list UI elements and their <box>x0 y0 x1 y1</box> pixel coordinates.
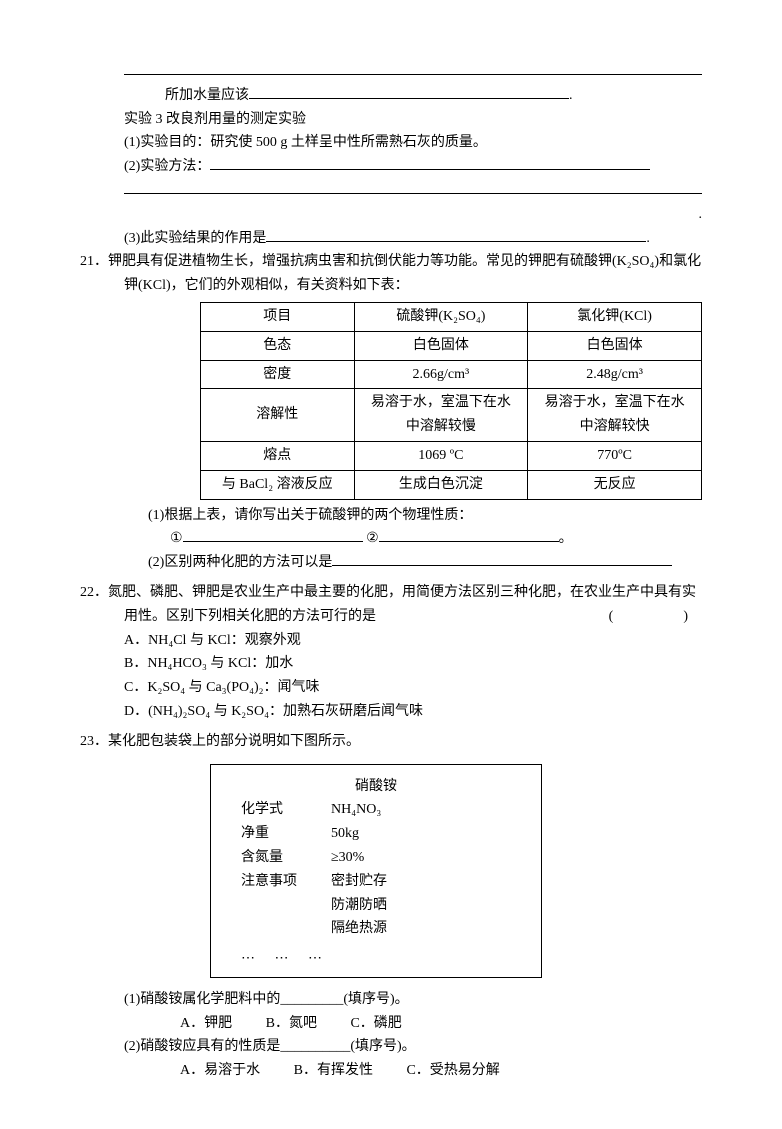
box-title: 硝酸铵 <box>241 775 511 799</box>
table-cell: 生成白色沉淀 <box>354 470 528 499</box>
q22-option-a[interactable]: A．NH₄Cl 与 KCl：观察外观 <box>80 629 702 653</box>
q22-option-d[interactable]: D．(NH₄)₂SO₄ 与 K₂SO₄：加熟石灰研磨后闻气味 <box>80 700 702 724</box>
table-cell: 色态 <box>201 331 355 360</box>
table-cell: 白色固体 <box>354 331 528 360</box>
q21-sub1a: ① <box>170 531 183 546</box>
table-cell: 溶解性 <box>201 389 355 442</box>
table-header: 硫酸钾(K₂SO₄) <box>354 302 528 331</box>
box-value: ≥30% <box>331 846 511 870</box>
exp3-result-label: (3)此实验结果的作用是 <box>124 231 266 246</box>
exp3-result-blank[interactable] <box>266 227 646 242</box>
q23-sub2-options: A．易溶于水 B．有挥发性 C．受热易分解 <box>80 1059 702 1083</box>
q22-option-c[interactable]: C．K₂SO₄ 与 Ca₃(PO₄)₂：闻气味 <box>80 676 702 700</box>
q21-number: 21． <box>80 254 108 269</box>
q23-number: 23． <box>80 734 108 749</box>
q23-2-option-a[interactable]: A．易溶于水 <box>180 1059 260 1083</box>
box-value: 50kg <box>331 822 511 846</box>
q23-sub1: (1)硝酸铵属化学肥料中的_________(填序号)。 <box>80 988 702 1012</box>
q23-sub2: (2)硝酸铵应具有的性质是__________(填序号)。 <box>80 1035 702 1059</box>
q23-label-box: 硝酸铵 化学式NH₄NO₃ 净重50kg 含氮量≥30% 注意事项密封贮存 防潮… <box>210 764 542 978</box>
table-cell: 易溶于水，室温下在水中溶解较快 <box>528 389 702 442</box>
q21-blank3[interactable] <box>332 551 672 566</box>
table-header: 氯化钾(KCl) <box>528 302 702 331</box>
continuation-block: 所加水量应该. 实验 3 改良剂用量的测定实验 (1)实验目的：研究使 500 … <box>80 60 702 250</box>
box-value: 隔绝热源 <box>331 917 511 941</box>
q21-sub1b: ② <box>366 531 379 546</box>
q21-table: 项目 硫酸钾(K₂SO₄) 氯化钾(KCl) 色态白色固体白色固体 密度2.66… <box>200 302 702 500</box>
table-cell: 密度 <box>201 360 355 389</box>
exp3-method-blank[interactable] <box>210 155 650 170</box>
box-value: 密封贮存 <box>331 870 511 894</box>
q23-2-option-b[interactable]: B．有挥发性 <box>294 1059 373 1083</box>
box-label: 含氮量 <box>241 846 331 870</box>
table-cell: 易溶于水，室温下在水中溶解较慢 <box>354 389 528 442</box>
box-label: 化学式 <box>241 798 331 822</box>
box-value: 防潮防晒 <box>331 894 511 918</box>
exp3-purpose: (1)实验目的：研究使 500 g 土样呈中性所需熟石灰的质量。 <box>80 131 702 155</box>
table-cell: 770ºC <box>528 441 702 470</box>
table-cell: 白色固体 <box>528 331 702 360</box>
box-label: 注意事项 <box>241 870 331 894</box>
q23-stem: 某化肥包装袋上的部分说明如下图所示。 <box>108 734 360 749</box>
q21-blank2[interactable] <box>379 527 559 542</box>
q22-number: 22． <box>80 585 108 600</box>
q22-paren[interactable]: ( ) <box>653 605 702 629</box>
q23-1-option-b[interactable]: B．氮吧 <box>266 1012 317 1036</box>
q21-sub2: (2)区别两种化肥的方法可以是 <box>148 555 332 570</box>
q23-1-option-a[interactable]: A．钾肥 <box>180 1012 232 1036</box>
box-label <box>241 917 331 941</box>
question-23: 23．某化肥包装袋上的部分说明如下图所示。 硝酸铵 化学式NH₄NO₃ 净重50… <box>80 730 702 1083</box>
table-cell: 与 BaCl₂ 溶液反应 <box>201 470 355 499</box>
table-cell: 熔点 <box>201 441 355 470</box>
box-label: 净重 <box>241 822 331 846</box>
box-dots: ⋯ ⋯ ⋯ <box>241 947 511 971</box>
q23-2-option-c[interactable]: C．受热易分解 <box>406 1059 499 1083</box>
exp3-title: 实验 3 改良剂用量的测定实验 <box>80 108 702 132</box>
q21-sub1: (1)根据上表，请你写出关于硫酸钾的两个物理性质： <box>80 504 702 528</box>
exp3-method-label: (2)实验方法： <box>124 159 210 174</box>
blank-line[interactable] <box>124 60 702 75</box>
question-22: 22．氮肥、磷肥、钾肥是农业生产中最主要的化肥，用简便方法区别三种化肥，在农业生… <box>80 581 702 724</box>
q23-1-option-c[interactable]: C．磷肥 <box>350 1012 401 1036</box>
q22-stem: 氮肥、磷肥、钾肥是农业生产中最主要的化肥，用简便方法区别三种化肥，在农业生产中具… <box>108 585 696 624</box>
table-cell: 2.66g/cm³ <box>354 360 528 389</box>
box-value: NH₄NO₃ <box>331 798 511 822</box>
q22-option-b[interactable]: B．NH₄HCO₃ 与 KCl：加水 <box>80 652 702 676</box>
table-cell: 1069 ºC <box>354 441 528 470</box>
exp3-method-blank2[interactable] <box>124 179 702 194</box>
table-header: 项目 <box>201 302 355 331</box>
box-label <box>241 894 331 918</box>
water-label: 所加水量应该 <box>165 88 249 103</box>
q21-blank1[interactable] <box>183 527 363 542</box>
table-cell: 无反应 <box>528 470 702 499</box>
table-cell: 2.48g/cm³ <box>528 360 702 389</box>
q23-sub1-options: A．钾肥 B．氮吧 C．磷肥 <box>80 1012 702 1036</box>
question-21: 21．钾肥具有促进植物生长，增强抗病虫害和抗倒伏能力等功能。常见的钾肥有硫酸钾(… <box>80 250 702 575</box>
water-blank[interactable] <box>249 84 569 99</box>
q21-stem: 钾肥具有促进植物生长，增强抗病虫害和抗倒伏能力等功能。常见的钾肥有硫酸钾(K₂S… <box>108 254 701 293</box>
